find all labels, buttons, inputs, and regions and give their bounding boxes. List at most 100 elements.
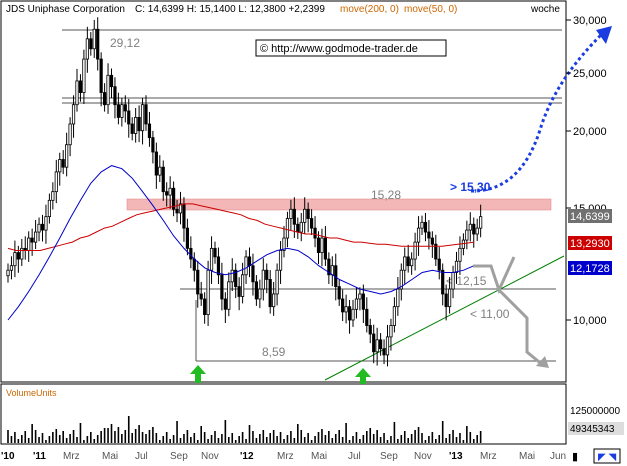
candle-body [441,269,445,295]
candle-body [192,258,196,271]
volume-bar [369,428,372,443]
candle-body [430,237,434,245]
candle-body [354,298,359,310]
candle-body [209,247,214,271]
candle-body [289,208,293,219]
volume-bar [303,437,306,443]
axis-tick-30000: 30,000 [573,15,607,27]
candle-body [323,237,328,260]
volume-bar [445,438,447,443]
x-axis-label: Mai [519,451,535,462]
candle-body [309,218,314,229]
candle-body [461,239,466,249]
volume-bar [186,430,189,443]
volume-bar [248,425,251,443]
candle-body [268,279,272,308]
volume-bar [62,431,64,443]
x-axis-label: Sep [170,451,188,462]
candle-body [347,306,352,321]
candle-body [147,123,152,139]
candle-body [113,86,117,106]
candle-body [261,269,265,290]
label-high-2011: 29,12 [110,36,140,50]
volume-bar [255,438,258,443]
volume-bar [317,432,320,443]
candle-body [213,247,217,258]
volume-bar [428,436,430,443]
candle-body [447,288,452,308]
candle-body [78,80,83,93]
candle-body [458,247,462,262]
ma50-badge-text: 12,1728 [570,263,610,275]
ma200-legend: move(200, 0) [340,4,399,15]
candle-body [30,237,34,243]
volume-bar [328,431,330,443]
volume-bar [148,430,151,443]
candle-body [375,339,379,353]
volume-bar [224,420,227,443]
scenario-down-arrow [497,288,545,368]
candle-body [9,265,14,271]
candle-body [303,208,307,223]
candle-body [227,281,231,310]
candle-body [151,137,155,153]
candle-body [230,269,234,283]
volume-bar [362,435,365,443]
volume-bar [324,435,327,443]
candle-body [368,325,372,335]
volume-bar [169,439,171,443]
volume-bars [7,416,482,443]
candle-body [175,208,179,214]
volume-bar [279,432,282,443]
x-axis-label: Nov [201,451,219,462]
volume-bar [214,431,216,443]
close-badge [568,209,612,223]
buy-arrow-2 [355,368,371,384]
watermark-box [255,39,447,57]
volume-bar [110,424,113,443]
x-axis-label: Mrz [63,451,80,462]
candle-body [234,269,238,288]
volume-bar [472,439,475,443]
candle-body [392,306,397,326]
volume-bar [238,436,240,443]
candle-body [106,74,110,106]
candle-body [185,227,189,249]
volume-bar [172,435,175,443]
volume-bar [10,436,13,443]
volume-bar [265,437,268,443]
uptrend-line [324,255,565,381]
ma200-line [7,203,475,251]
ma50-legend: move(50, 0) [404,4,457,15]
candle-body [123,104,127,112]
candle-body [178,203,183,214]
ma200-badge-text: 13,2930 [570,238,610,250]
candle-body [75,80,79,106]
volume-bar [117,427,120,443]
volume-bar [165,432,168,443]
candle-body [285,218,290,239]
candlestick-series [6,17,483,367]
candle-body [37,223,41,233]
volume-bar [162,436,165,443]
volume-bar [441,421,444,443]
candle-body [58,159,62,173]
candle-body [127,110,131,125]
volume-bar [83,440,85,443]
volume-bar [331,438,334,443]
x-axis-label: Jul [348,451,361,462]
candle-body [423,221,428,233]
candle-body [51,191,55,201]
x-axis-label: Jun [550,451,566,462]
volume-bar [69,434,71,443]
candle-body [420,221,424,229]
volume-bar [52,432,54,443]
volume-bar [234,440,237,443]
volume-bar [45,440,47,443]
volume-bar [355,432,358,443]
volume-bar [103,428,106,443]
candle-body [306,208,310,219]
candle-body [120,104,124,118]
candle-body [358,293,362,300]
volume-bar [190,437,192,443]
